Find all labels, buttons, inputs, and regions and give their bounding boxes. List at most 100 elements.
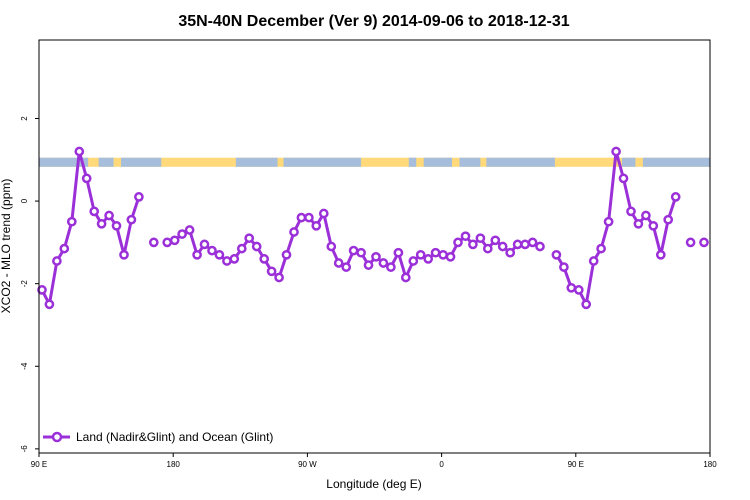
data-point	[199, 239, 210, 250]
chart-title: 35N-40N December (Ver 9) 2014-09-06 to 2…	[178, 13, 569, 30]
series-layer	[37, 146, 709, 310]
y-tick-label: 0	[20, 198, 29, 203]
data-point	[603, 216, 614, 227]
data-point	[162, 237, 173, 248]
data-point	[626, 206, 636, 217]
data-point	[126, 214, 137, 225]
data-point	[184, 225, 195, 235]
x-tick-label: 90 E	[568, 460, 584, 469]
data-point	[400, 272, 411, 283]
data-point	[333, 258, 344, 268]
surface-type-strip	[39, 157, 710, 167]
data-point	[430, 247, 441, 258]
data-point	[363, 260, 374, 270]
data-point	[169, 235, 180, 246]
data-point	[460, 231, 471, 242]
data-point	[663, 214, 674, 225]
data-point	[393, 247, 404, 258]
strip-ocean	[642, 157, 710, 167]
y-tick-label: -6	[20, 445, 29, 453]
data-point	[52, 256, 62, 266]
data-point	[236, 243, 247, 254]
strip-ocean	[121, 157, 162, 167]
data-point	[229, 254, 240, 264]
data-point	[296, 212, 307, 223]
y-tick-label: -2	[20, 280, 29, 288]
series-line	[555, 150, 678, 306]
data-point	[207, 245, 217, 256]
data-point	[251, 241, 262, 252]
data-point	[119, 249, 129, 260]
data-point	[289, 227, 299, 237]
x-axis-label: Longitude (deg E)	[326, 477, 421, 491]
y-axis-label: XCO2 - MLO trend (ppm)	[0, 179, 13, 314]
data-point	[266, 266, 277, 277]
data-point	[74, 146, 85, 157]
data-point	[44, 299, 55, 310]
data-point	[596, 243, 606, 254]
legend-label: Land (Nadir&Glint) and Ocean (Glint)	[76, 430, 273, 444]
data-point	[81, 173, 92, 184]
y-axis: -6 -4 -2 0 2	[20, 116, 39, 453]
x-tick-label: 180	[703, 460, 717, 469]
data-point	[670, 192, 681, 202]
data-point	[482, 243, 493, 254]
data-point	[618, 173, 629, 184]
data-point	[633, 218, 644, 229]
data-point	[378, 258, 389, 268]
data-point	[66, 216, 77, 227]
data-point	[415, 249, 426, 260]
data-point	[566, 282, 577, 293]
data-point	[408, 256, 419, 266]
data-point	[59, 243, 70, 254]
legend-marker	[51, 431, 63, 443]
data-point	[318, 208, 329, 219]
data-point	[475, 233, 486, 244]
series-line	[40, 150, 141, 306]
plot-frame	[38, 39, 711, 454]
x-tick-label: 90 W	[298, 460, 317, 469]
data-point	[148, 237, 159, 248]
data-point	[386, 262, 396, 272]
data-point	[304, 212, 314, 223]
strip-ocean	[459, 157, 481, 167]
data-point	[520, 239, 530, 250]
data-point	[356, 247, 366, 258]
data-point	[348, 245, 359, 256]
strip-ocean	[423, 157, 453, 167]
legend: Land (Nadir&Glint) and Ocean (Glint)	[43, 430, 273, 444]
y-tick-label: 2	[20, 116, 29, 121]
x-tick-label: 180	[167, 460, 181, 469]
data-point	[89, 206, 100, 217]
data-point	[222, 256, 232, 266]
strip-ocean	[486, 157, 555, 167]
data-point	[274, 272, 284, 283]
strip-land	[39, 157, 710, 167]
strip-ocean	[235, 157, 278, 167]
data-point	[559, 262, 569, 272]
data-point	[214, 249, 225, 260]
strip-ocean	[622, 157, 636, 167]
data-point	[259, 254, 270, 264]
data-point	[611, 146, 621, 157]
x-tick-label: 90 E	[31, 460, 47, 469]
data-point	[648, 220, 659, 231]
data-point	[655, 249, 666, 260]
data-point	[445, 251, 456, 262]
data-point	[311, 220, 322, 231]
data-point	[535, 241, 545, 252]
data-point	[281, 249, 292, 260]
data-point	[341, 262, 352, 272]
data-point	[244, 233, 255, 244]
data-point	[588, 256, 599, 266]
data-point	[699, 237, 709, 248]
data-point	[111, 220, 122, 231]
data-point	[512, 239, 523, 250]
data-point	[423, 254, 434, 264]
data-point	[453, 237, 463, 248]
data-point	[37, 285, 47, 295]
data-point	[177, 229, 187, 239]
data-point	[497, 241, 508, 252]
y-tick-label: -4	[20, 362, 29, 370]
